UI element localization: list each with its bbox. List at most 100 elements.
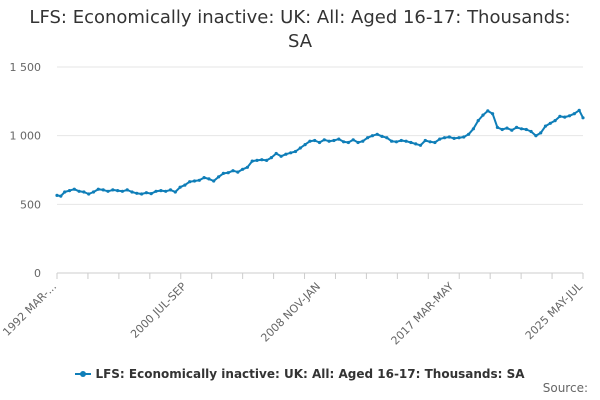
data-point xyxy=(67,189,72,193)
data-point xyxy=(173,190,177,194)
x-tick-label: 2025 MAY-JUL xyxy=(523,279,586,342)
legend-label: LFS: Economically inactive: UK: All: Age… xyxy=(95,367,525,381)
data-point xyxy=(553,119,557,123)
data-point xyxy=(91,190,96,194)
data-point xyxy=(481,113,485,117)
data-point xyxy=(154,189,158,193)
x-tick-label: 2000 JUL-SEP xyxy=(128,280,189,341)
data-point xyxy=(346,140,350,145)
data-point xyxy=(111,188,115,192)
data-point xyxy=(563,115,567,119)
data-point xyxy=(505,126,509,130)
data-point xyxy=(442,136,447,140)
data-point xyxy=(519,127,524,131)
y-tick-label: 0 xyxy=(34,267,41,280)
data-point xyxy=(438,137,442,141)
chart-title-text: LFS: Economically inactive: UK: All: Age… xyxy=(29,7,571,52)
y-axis: 0 500 1 000 1 500 xyxy=(10,61,42,280)
data-point xyxy=(428,140,432,144)
data-point xyxy=(467,132,471,136)
data-point xyxy=(59,194,63,198)
data-point xyxy=(101,188,105,192)
data-point xyxy=(491,112,495,116)
data-point xyxy=(303,143,307,147)
data-point xyxy=(385,136,389,140)
data-point xyxy=(390,139,394,143)
data-point xyxy=(250,159,254,163)
data-point xyxy=(337,137,341,141)
data-point xyxy=(63,190,67,194)
data-point xyxy=(226,171,230,175)
data-point xyxy=(500,127,504,132)
data-point xyxy=(192,179,197,183)
data-point xyxy=(55,193,59,197)
data-point xyxy=(332,138,336,143)
x-tick-label: 2017 MAR-MAY xyxy=(389,280,457,348)
data-point xyxy=(245,165,249,169)
data-point xyxy=(125,188,129,192)
data-point xyxy=(269,156,273,160)
data-point xyxy=(558,114,562,118)
series-layer xyxy=(55,108,585,198)
y-tick-label: 500 xyxy=(20,198,41,211)
data-point xyxy=(72,187,76,191)
data-point xyxy=(317,140,322,145)
data-point xyxy=(202,176,206,180)
data-point xyxy=(168,188,173,192)
data-point xyxy=(284,152,288,156)
data-point xyxy=(327,139,331,143)
data-point xyxy=(539,131,543,135)
gridlines xyxy=(57,66,583,274)
data-point xyxy=(452,136,456,140)
data-point xyxy=(217,175,221,179)
data-point xyxy=(164,189,168,193)
data-point xyxy=(418,143,423,147)
data-point xyxy=(423,138,427,143)
data-point xyxy=(529,129,533,134)
data-point xyxy=(87,192,91,196)
x-tick-label: 1992 MAR-... xyxy=(0,280,59,339)
y-tick-label: 1 500 xyxy=(10,61,42,74)
data-point xyxy=(144,191,148,195)
data-point xyxy=(471,127,475,131)
y-tick-label: 1 000 xyxy=(10,130,42,143)
legend-item[interactable]: LFS: Economically inactive: UK: All: Age… xyxy=(75,367,525,381)
data-point xyxy=(265,158,269,162)
data-point xyxy=(375,132,379,136)
data-point xyxy=(207,177,211,181)
chart-title: LFS: Economically inactive: UK: All: Age… xyxy=(0,6,600,54)
data-point xyxy=(351,138,355,142)
data-point xyxy=(149,192,153,196)
data-point xyxy=(212,179,216,183)
data-point xyxy=(457,136,461,140)
data-point xyxy=(543,124,548,128)
data-point xyxy=(572,112,576,116)
data-point xyxy=(241,167,245,171)
series-line xyxy=(56,109,584,198)
data-point xyxy=(106,189,110,193)
data-point xyxy=(409,140,413,145)
data-point xyxy=(130,190,134,194)
data-point xyxy=(293,149,298,154)
data-point xyxy=(495,125,499,129)
data-point xyxy=(298,146,302,150)
legend-swatch-icon xyxy=(75,371,92,377)
data-point xyxy=(183,183,187,187)
data-point xyxy=(510,128,514,132)
x-axis: 1992 MAR-... 2000 JUL-SEP 2008 NOV-JAN 2017… xyxy=(0,273,586,348)
data-point xyxy=(188,180,192,184)
data-point xyxy=(567,114,572,118)
data-point xyxy=(581,116,585,120)
data-point xyxy=(96,187,100,191)
chart-legend: LFS: Economically inactive: UK: All: Age… xyxy=(0,364,600,381)
data-point xyxy=(380,134,384,138)
data-point xyxy=(486,109,490,113)
data-point xyxy=(274,151,278,156)
data-point xyxy=(462,135,466,139)
data-point xyxy=(577,108,581,112)
data-point xyxy=(255,158,259,162)
data-point xyxy=(116,189,120,193)
data-point xyxy=(322,138,326,142)
data-point xyxy=(221,171,225,175)
data-point xyxy=(308,139,312,143)
